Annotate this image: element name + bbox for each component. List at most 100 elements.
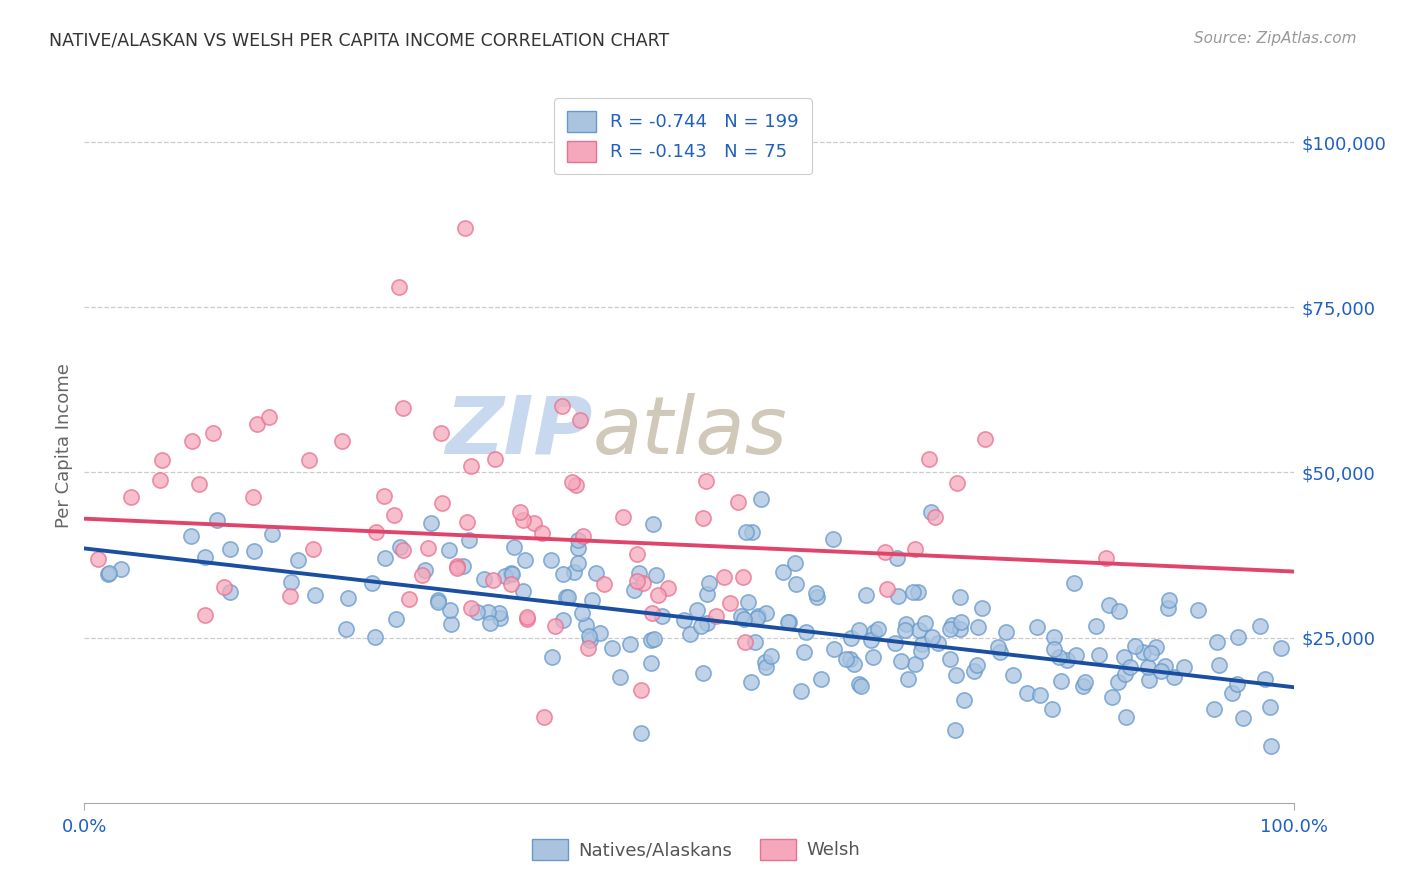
Point xyxy=(945,668,967,682)
Point xyxy=(97,567,120,582)
Point xyxy=(941,618,963,632)
Point xyxy=(454,221,477,235)
Point xyxy=(966,658,988,673)
Point xyxy=(907,584,929,599)
Point xyxy=(778,615,800,630)
Point xyxy=(696,587,718,601)
Point xyxy=(302,541,325,556)
Point xyxy=(927,636,949,650)
Point xyxy=(920,505,942,519)
Point xyxy=(460,458,482,473)
Point xyxy=(903,657,925,672)
Point xyxy=(214,580,236,594)
Point xyxy=(219,584,242,599)
Point xyxy=(242,544,264,558)
Point xyxy=(744,634,766,648)
Point xyxy=(863,624,886,639)
Point xyxy=(904,541,927,556)
Legend: Natives/Alaskans, Welsh: Natives/Alaskans, Welsh xyxy=(524,831,868,867)
Point xyxy=(120,491,142,505)
Point xyxy=(776,615,799,630)
Point xyxy=(1085,619,1108,633)
Point xyxy=(516,610,538,624)
Point xyxy=(385,612,408,626)
Point xyxy=(794,624,817,639)
Point xyxy=(553,613,575,627)
Point xyxy=(565,478,588,492)
Point xyxy=(1136,660,1159,674)
Point xyxy=(1260,739,1282,754)
Point xyxy=(364,630,387,644)
Point xyxy=(571,607,593,621)
Point xyxy=(1156,601,1178,615)
Point xyxy=(1015,686,1038,700)
Point xyxy=(416,541,439,556)
Point xyxy=(952,693,974,707)
Point xyxy=(873,545,896,559)
Point xyxy=(1258,700,1281,714)
Point xyxy=(910,644,932,658)
Point xyxy=(630,683,652,698)
Point xyxy=(567,541,589,555)
Point xyxy=(695,475,717,489)
Point xyxy=(588,626,610,640)
Point xyxy=(821,532,844,546)
Point xyxy=(581,593,603,607)
Point xyxy=(631,576,654,591)
Point xyxy=(419,516,441,530)
Point xyxy=(844,657,866,672)
Point xyxy=(747,608,769,623)
Point xyxy=(439,603,461,617)
Point xyxy=(257,410,280,425)
Point xyxy=(278,589,301,603)
Point xyxy=(1208,657,1230,672)
Point xyxy=(523,516,546,531)
Point xyxy=(1043,630,1066,644)
Point xyxy=(479,615,502,630)
Point xyxy=(592,577,614,591)
Point xyxy=(205,513,228,527)
Point xyxy=(561,475,583,489)
Point xyxy=(1074,675,1097,690)
Point xyxy=(887,589,910,603)
Point xyxy=(392,542,415,557)
Point xyxy=(374,551,396,566)
Point xyxy=(1043,642,1066,657)
Point xyxy=(1140,646,1163,660)
Point xyxy=(287,552,309,566)
Point xyxy=(515,553,537,567)
Point xyxy=(897,672,920,686)
Point xyxy=(540,553,562,567)
Point xyxy=(426,595,449,609)
Point xyxy=(1029,689,1052,703)
Point xyxy=(713,569,735,583)
Point xyxy=(202,426,225,441)
Point xyxy=(540,650,562,665)
Point xyxy=(810,673,832,687)
Point xyxy=(860,632,883,647)
Point xyxy=(835,652,858,666)
Point xyxy=(943,723,966,738)
Point xyxy=(1064,648,1087,663)
Point xyxy=(242,490,264,504)
Point xyxy=(737,594,759,608)
Point xyxy=(697,575,720,590)
Point xyxy=(628,566,651,580)
Point xyxy=(488,606,510,620)
Point xyxy=(862,649,884,664)
Point xyxy=(1187,603,1209,617)
Point xyxy=(388,540,411,554)
Point xyxy=(644,568,666,582)
Point xyxy=(741,524,763,539)
Point xyxy=(793,645,815,659)
Point xyxy=(1047,649,1070,664)
Point xyxy=(194,608,217,623)
Point xyxy=(1220,686,1243,700)
Point xyxy=(804,586,827,600)
Point xyxy=(1173,659,1195,673)
Point xyxy=(1098,599,1121,613)
Point xyxy=(572,529,595,543)
Point xyxy=(553,566,575,581)
Point xyxy=(754,655,776,669)
Point xyxy=(1112,650,1135,665)
